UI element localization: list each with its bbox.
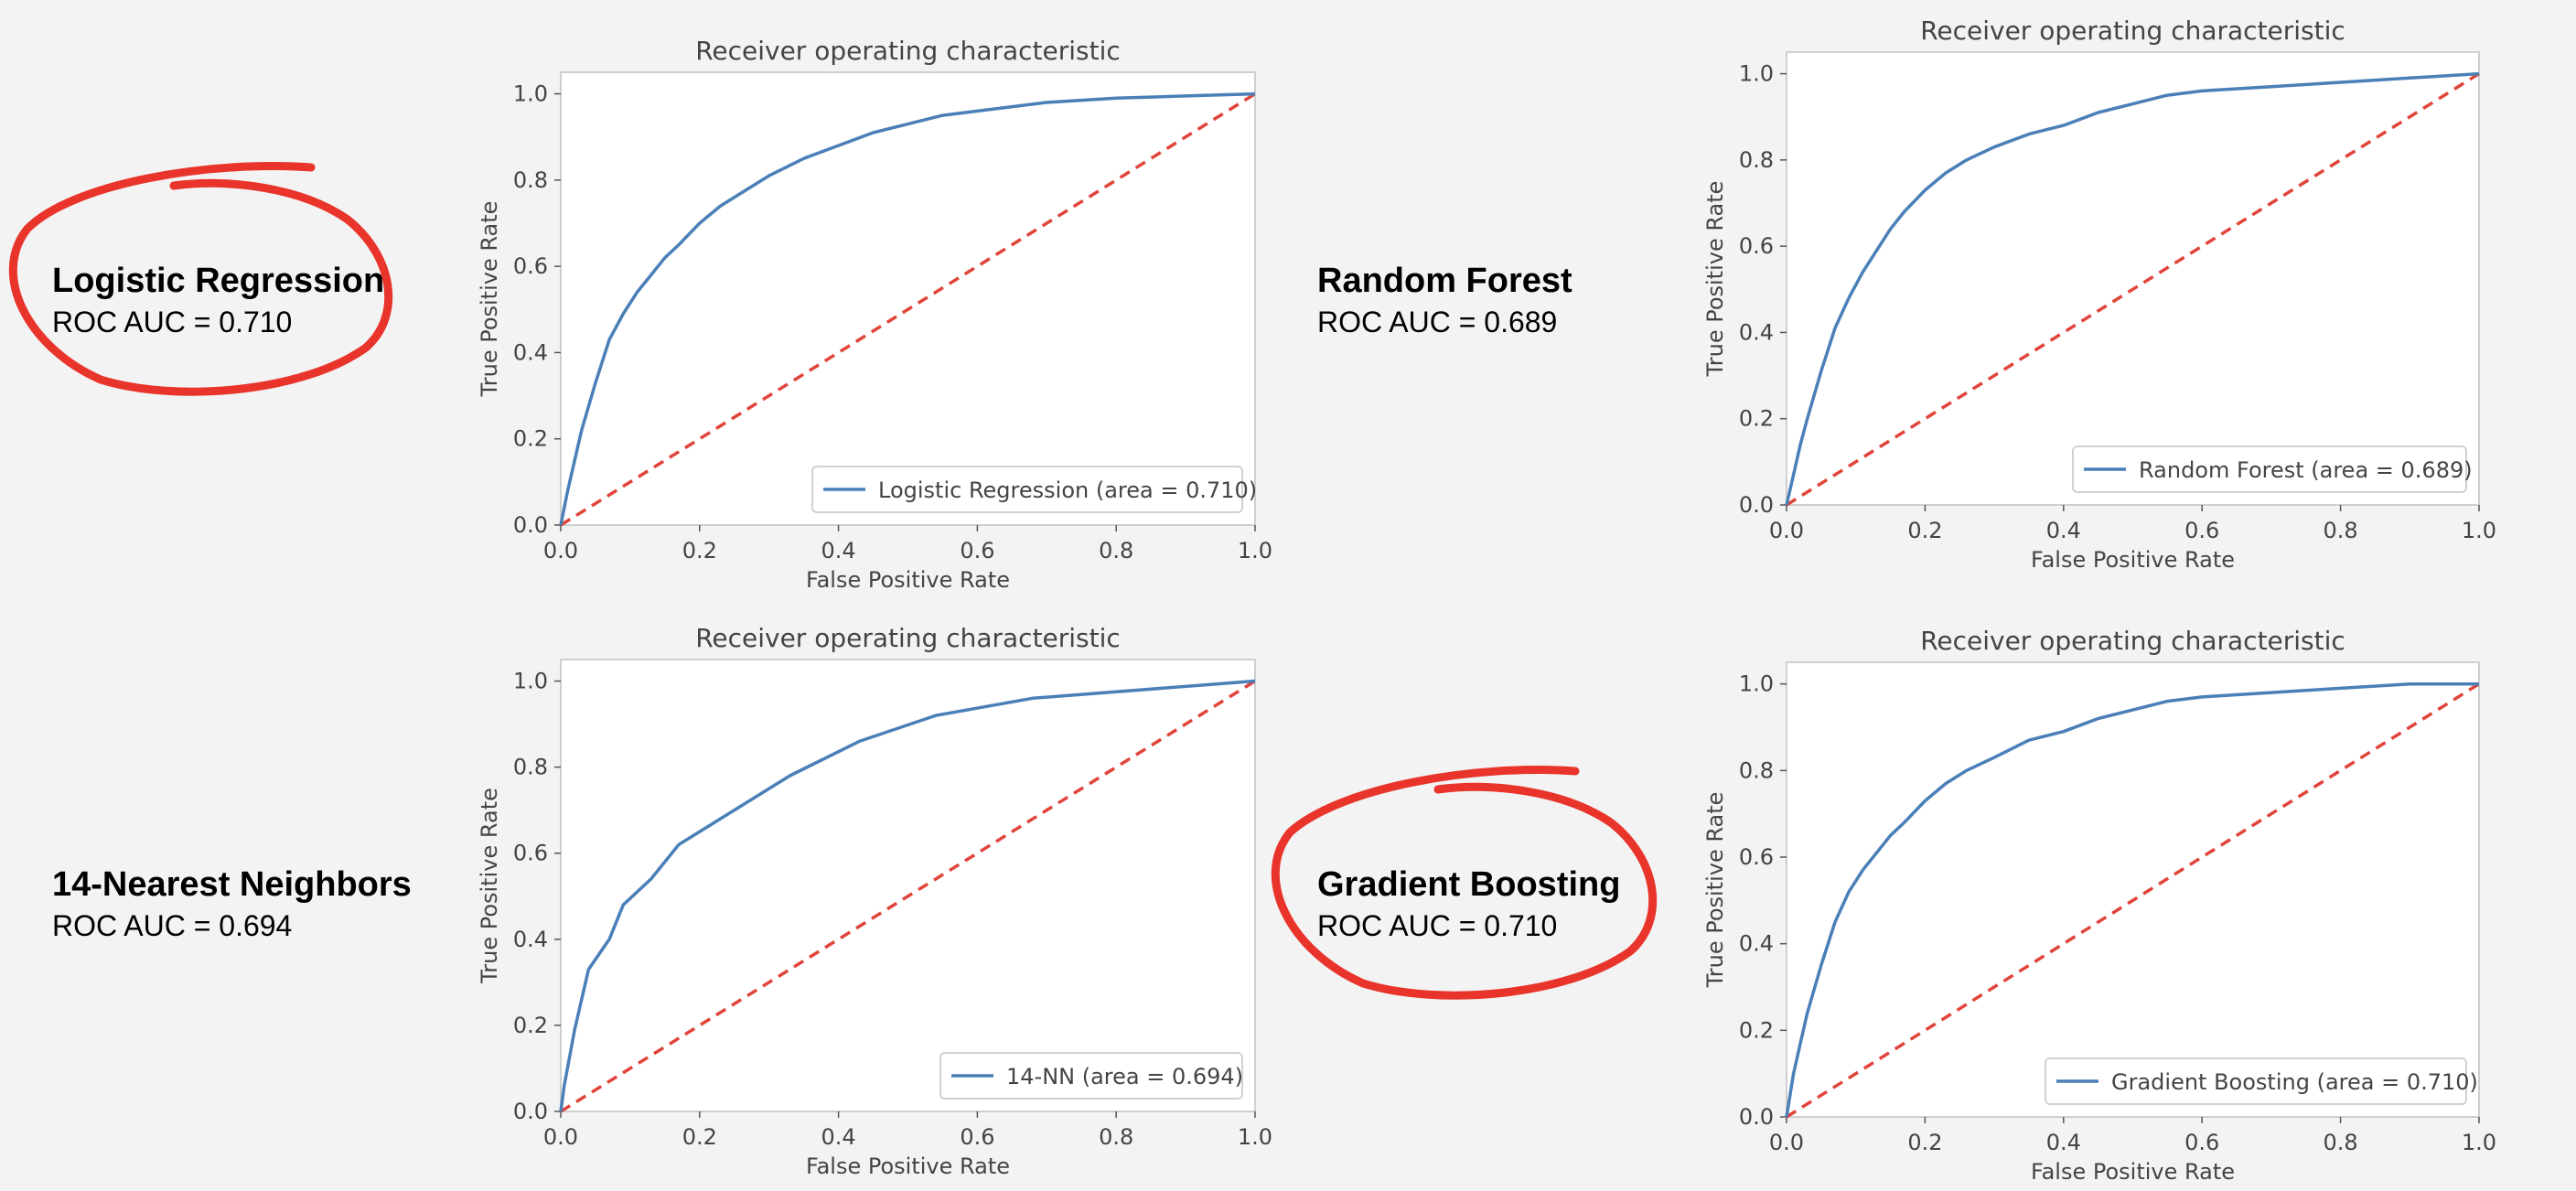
legend-label: Random Forest (area = 0.689) [2139,457,2473,483]
plot-area [1786,51,2480,506]
y-tick-label: 0.4 [1739,931,1774,957]
plot-area [560,659,1256,1112]
x-tick-label: 0.2 [1907,518,1942,543]
legend-label: 14-NN (area = 0.694) [1006,1064,1243,1089]
legend: 14-NN (area = 0.694) [939,1052,1243,1100]
y-axis-label: True Positive Rate [477,788,502,984]
x-tick-label: 0.8 [2324,518,2358,543]
chart-title: Receiver operating characteristic [695,36,1121,66]
x-tick-label: 0.4 [2046,1130,2081,1155]
x-tick-label: 0.6 [960,538,994,563]
legend-box [939,1052,1243,1100]
y-axis-label: True Positive Rate [1702,792,1728,989]
x-axis-label: False Positive Rate [806,567,1010,593]
model-auc: ROC AUC = 0.694 [52,909,293,942]
y-tick-label: 1.0 [1739,61,1774,87]
y-tick-label: 0.4 [513,339,548,365]
legend-label: Logistic Regression (area = 0.710) [878,477,1257,503]
x-tick-label: 1.0 [2462,1130,2496,1155]
y-tick-label: 0.4 [1739,319,1774,345]
chance-diagonal-line [560,680,1256,1113]
y-tick-label: 0.0 [1739,492,1774,518]
y-tick-label: 0.2 [1739,1017,1774,1043]
x-tick-label: 0.0 [1769,518,1804,543]
x-axis-label: False Positive Rate [2031,547,2235,573]
y-tick-label: 0.6 [513,253,548,279]
x-tick-label: 0.6 [2184,518,2219,543]
y-tick-label: 0.2 [513,1013,548,1038]
chart-title: Receiver operating characteristic [695,623,1121,653]
y-tick-label: 0.0 [1739,1104,1774,1130]
plot-area [560,71,1256,526]
x-tick-label: 0.6 [2184,1130,2219,1155]
roc-curve-line [1785,71,2480,506]
y-tick-label: 1.0 [513,81,548,107]
legend: Logistic Regression (area = 0.710) [811,466,1257,513]
y-tick-label: 0.2 [1739,406,1774,432]
roc-chart-1: Receiver operating characteristic 0.0 0.2 0… [477,36,1272,593]
legend: Random Forest (area = 0.689) [2072,445,2473,493]
x-tick-label: 1.0 [1238,1124,1272,1150]
model-label-random-forest: Random Forest ROC AUC = 0.689 [1317,260,1572,342]
y-tick-label: 0.8 [1739,757,1774,783]
y-tick-label: 1.0 [513,669,548,694]
y-tick-label: 0.8 [513,755,548,780]
x-axis-label: False Positive Rate [806,1153,1010,1179]
roc-chart-3: Receiver operating characteristic 0.0 0.2 0… [477,623,1272,1179]
x-tick-label: 1.0 [2462,518,2496,543]
legend-box [2045,1057,2467,1105]
roc-curve-line [1785,681,2479,1118]
y-axis-label: True Positive Rate [1702,181,1728,378]
model-name: Random Forest [1317,262,1572,300]
y-tick-label: 0.0 [513,1099,548,1124]
legend: Gradient Boosting (area = 0.710) [2045,1057,2478,1105]
x-tick-label: 0.8 [1099,1124,1133,1150]
roc-curve-line [559,679,1256,1112]
plot-area [1786,661,2480,1118]
y-tick-label: 0.6 [1739,233,1774,259]
x-tick-label: 0.8 [2324,1130,2358,1155]
x-tick-label: 0.2 [682,1124,717,1150]
y-axis-label: True Positive Rate [477,201,502,398]
y-tick-label: 1.0 [1739,671,1774,697]
legend-box [811,466,1243,513]
x-tick-label: 0.6 [960,1124,994,1150]
x-tick-label: 0.4 [821,538,856,563]
roc-chart-4: Receiver operating characteristic 0.0 0.2 0… [1702,626,2496,1185]
x-axis-label: False Positive Rate [2031,1159,2235,1185]
chart-title: Receiver operating characteristic [1920,626,2345,656]
model-auc: ROC AUC = 0.689 [1317,306,1558,338]
x-tick-label: 0.0 [543,538,578,563]
y-tick-label: 0.2 [513,426,548,452]
model-name: 14-Nearest Neighbors [52,865,412,904]
y-tick-label: 0.8 [1739,147,1774,173]
x-tick-label: 0.2 [1907,1130,1942,1155]
x-tick-label: 0.0 [543,1124,578,1150]
y-tick-label: 0.4 [513,927,548,952]
chart-title: Receiver operating characteristic [1920,16,2345,46]
x-tick-label: 1.0 [1238,538,1272,563]
chance-diagonal-line [1786,682,2480,1119]
x-tick-label: 0.4 [2046,518,2081,543]
x-tick-label: 0.0 [1769,1130,1804,1155]
chance-diagonal-line [560,92,1256,527]
y-tick-label: 0.6 [1739,844,1774,870]
legend-label: Gradient Boosting (area = 0.710) [2111,1069,2478,1095]
x-tick-label: 0.4 [821,1124,856,1150]
roc-curve-line [559,91,1256,526]
roc-chart-2: Receiver operating characteristic 0.0 0.2 0… [1702,16,2496,573]
legend-box [2072,445,2467,493]
chance-diagonal-line [1786,72,2480,507]
model-label-14-nearest-neighbors: 14-Nearest Neighbors ROC AUC = 0.694 [52,864,412,946]
y-tick-label: 0.8 [513,167,548,193]
y-tick-label: 0.0 [513,512,548,538]
x-tick-label: 0.8 [1099,538,1133,563]
y-tick-label: 0.6 [513,841,548,866]
x-tick-label: 0.2 [682,538,717,563]
